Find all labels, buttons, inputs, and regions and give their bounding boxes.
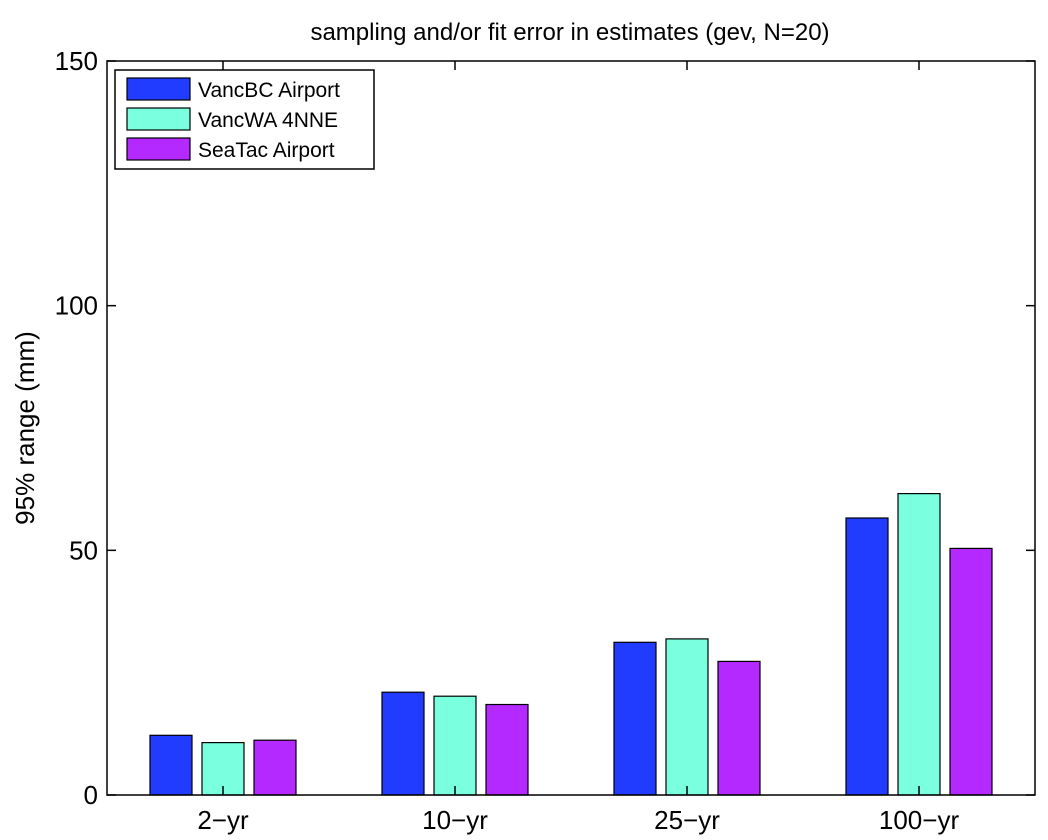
x-tick-label: 10−yr bbox=[422, 805, 488, 835]
legend-label: VancBC Airport bbox=[198, 79, 340, 102]
bar-2-2 bbox=[433, 695, 477, 796]
x-tick-label: 100−yr bbox=[879, 805, 960, 835]
bar-1-3 bbox=[613, 641, 657, 796]
y-tick-label: 0 bbox=[84, 780, 98, 810]
x-tick-label: 25−yr bbox=[654, 805, 720, 835]
chart-title: sampling and/or fit error in estimates (… bbox=[310, 19, 829, 46]
y-tick-label: 100 bbox=[55, 291, 98, 321]
legend-label: SeaTac Airport bbox=[198, 139, 335, 162]
y-tick-label: 150 bbox=[55, 46, 98, 76]
bar-2-4 bbox=[897, 493, 941, 796]
legend-label: VancWA 4NNE bbox=[198, 109, 338, 132]
bar-1-2 bbox=[381, 691, 425, 796]
legend-swatch bbox=[126, 137, 191, 161]
bar-3-2 bbox=[485, 703, 529, 796]
y-axis-label: 95% range (mm) bbox=[10, 331, 40, 525]
bars-layer bbox=[149, 493, 993, 796]
legend-swatch bbox=[126, 77, 191, 101]
x-tick-label: 2−yr bbox=[197, 805, 249, 835]
bar-3-4 bbox=[949, 547, 993, 796]
legend-items: VancBC Airport VancWA 4NNE SeaTac Airport bbox=[126, 77, 340, 162]
legend: VancBC Airport VancWA 4NNE SeaTac Airport bbox=[114, 69, 375, 170]
plot-area-frame bbox=[106, 60, 1036, 796]
y-tick-label: 50 bbox=[69, 535, 98, 565]
bar-3-3 bbox=[717, 660, 761, 796]
axis-ticks: 0 50 100 150 2−yr 10−yr 25−yr 100−yr bbox=[55, 46, 1035, 835]
bar-1-4 bbox=[845, 517, 889, 796]
bar-2-3 bbox=[665, 638, 709, 796]
bar-1-1 bbox=[149, 734, 193, 796]
bar-3-1 bbox=[253, 739, 297, 796]
legend-swatch bbox=[126, 107, 191, 131]
